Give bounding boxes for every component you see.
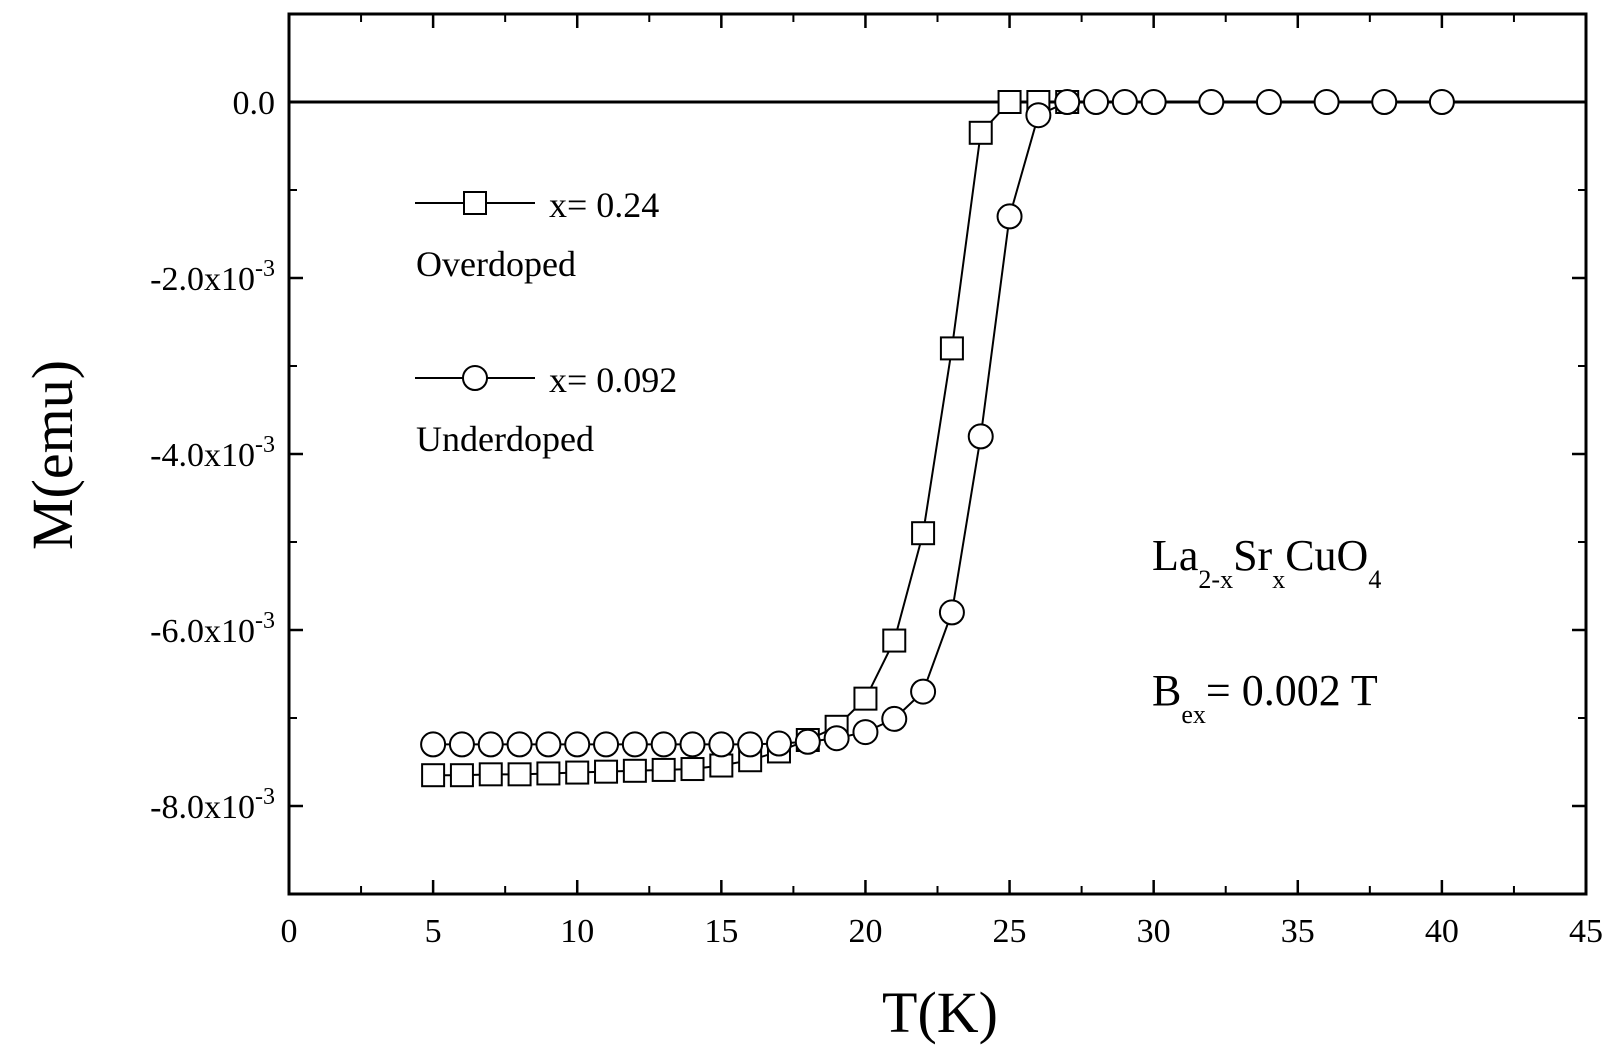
circle-point (794, 728, 821, 755)
circle-point (765, 730, 792, 757)
x-tick-label: 25 (993, 913, 1027, 950)
square-point (939, 336, 964, 361)
circle-point (1313, 89, 1340, 115)
legend-marker-square (463, 191, 487, 215)
circle-point (650, 731, 677, 758)
y-tick-label: -2.0x10-3 (150, 256, 275, 298)
circle-point (506, 731, 533, 758)
circle-point (564, 731, 591, 758)
circle-point (1054, 89, 1081, 115)
y-tick-label: 0.0 (233, 85, 276, 122)
square-point (622, 758, 647, 783)
circle-point (910, 678, 937, 705)
square-point (882, 628, 907, 653)
x-tick-label: 5 (425, 913, 442, 950)
square-point (997, 90, 1022, 114)
square-point (853, 686, 878, 711)
square-point (709, 753, 734, 778)
circle-point (621, 731, 648, 758)
x-tick-label: 45 (1569, 913, 1603, 950)
circle-point (1025, 102, 1052, 129)
circle-point (593, 731, 620, 758)
legend: x= 0.24 Overdoped x= 0.092 Underdoped (415, 185, 677, 459)
circle-point (996, 203, 1023, 230)
circle-point (881, 705, 908, 732)
legend-caption-overdoped: Overdoped (416, 244, 576, 284)
circle-point (1198, 89, 1225, 115)
legend-marker-circle (462, 365, 488, 391)
circle-point (1255, 89, 1282, 115)
circle-point (1371, 89, 1398, 115)
x-tick-label: 40 (1425, 913, 1459, 950)
square-point (449, 763, 474, 788)
circle-point (1111, 89, 1138, 115)
square-point (565, 760, 590, 785)
square-point (911, 521, 936, 546)
circle-point (535, 731, 562, 758)
square-point (651, 757, 676, 782)
formula-annotation: La2-xSrxCuO4 (1152, 531, 1381, 594)
y-tick-label: -4.0x10-3 (150, 432, 275, 474)
square-point (536, 761, 561, 786)
square-point (680, 757, 705, 782)
circle-point (420, 731, 447, 758)
x-tick-label: 20 (848, 913, 882, 950)
x-tick-label: 0 (281, 913, 298, 950)
circle-point (448, 731, 475, 758)
circle-point (823, 725, 850, 752)
circle-point (1428, 89, 1455, 115)
circle-point (708, 731, 735, 758)
circle-point (852, 719, 879, 746)
square-point (421, 763, 446, 788)
circle-point (679, 731, 706, 758)
y-tick-label: -8.0x10-3 (150, 784, 275, 826)
square-point (478, 762, 503, 787)
circle-point (1140, 89, 1167, 115)
legend-label-x024: x= 0.24 (549, 185, 659, 225)
circle-point (737, 731, 764, 758)
x-tick-label: 35 (1281, 913, 1315, 950)
square-point (594, 759, 619, 784)
square-point (968, 120, 993, 145)
circle-point (967, 423, 994, 450)
x-axis-title: T(K) (882, 980, 998, 1045)
circle-point (477, 731, 504, 758)
square-point (507, 762, 532, 787)
x-tick-label: 10 (560, 913, 594, 950)
x-tick-label: 30 (1137, 913, 1171, 950)
legend-caption-underdoped: Underdoped (416, 419, 594, 459)
circle-point (1083, 89, 1110, 115)
circle-point (938, 599, 965, 626)
y-tick-label: -6.0x10-3 (150, 608, 275, 650)
legend-label-x0092: x= 0.092 (549, 360, 677, 400)
field-annotation: Bex= 0.002 T (1152, 666, 1378, 729)
y-axis-title: M(emu) (20, 360, 85, 550)
plot-layer: 0 5 10 15 20 25 30 35 40 45 0.0 -2.0x10-3 -4.0x10-3 -… (150, 12, 1603, 950)
x-tick-label: 15 (704, 913, 738, 950)
